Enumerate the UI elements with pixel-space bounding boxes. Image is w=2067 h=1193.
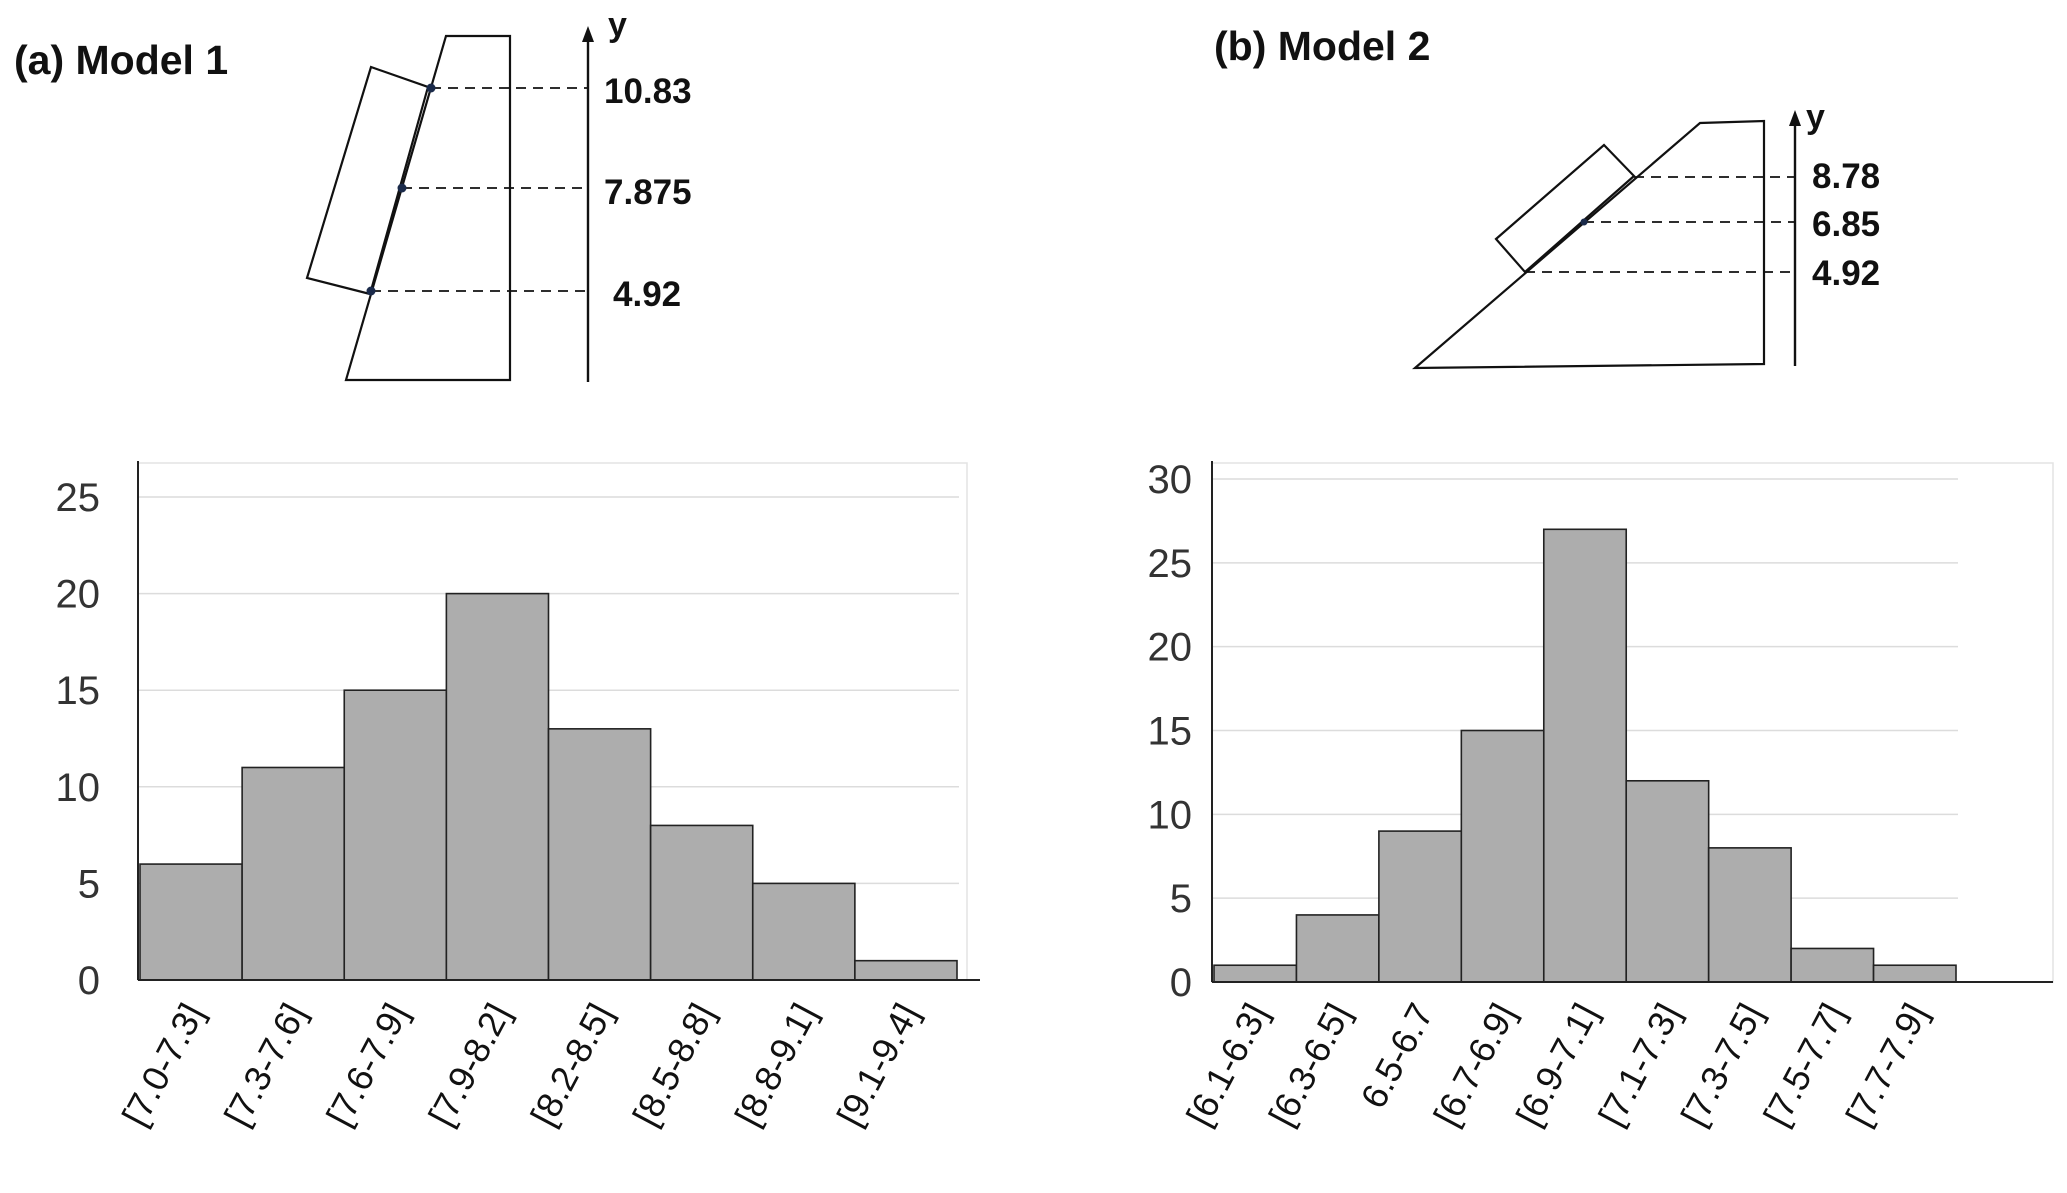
m1-bar — [241, 766, 346, 981]
m2-y-tick-label: 15 — [1148, 710, 1193, 754]
m1-category-label: [8.5-8.8] — [625, 997, 723, 1133]
m2-y-tick-label: 20 — [1148, 626, 1193, 670]
m2-y-tick-label: 10 — [1148, 793, 1193, 837]
panel-a-diagram: (a) Model 1 y 10.83 7.875 4.92 — [14, 6, 692, 382]
model1-block — [305, 65, 430, 296]
model2-point-mid — [1580, 218, 1588, 226]
m1-y-tick-label: 10 — [56, 766, 101, 810]
m2-bar — [1295, 914, 1380, 983]
m1-category-label: [8.8-9.1] — [727, 997, 825, 1133]
m2-bar — [1460, 729, 1545, 983]
m1-bar — [854, 959, 958, 981]
panel-b-diagram: (b) Model 2 y 8.78 6.85 4.92 — [1214, 23, 1880, 370]
m1-category-label: [7.0-7.3] — [114, 997, 212, 1133]
m2-y-tick-label: 0 — [1170, 961, 1192, 1005]
m1-category-label: [8.2-8.5] — [522, 997, 620, 1133]
m2-bar — [1625, 779, 1710, 983]
model1-y-axis-arrow — [582, 26, 594, 42]
histogram-model-1: 0 5 10 15 20 25 [7.0-7.3] [7.3-7.6] [7.6-7.9] [7.… — [56, 461, 980, 1133]
m2-y-tick-label: 25 — [1148, 542, 1193, 586]
model2-y-label: y — [1806, 98, 1825, 136]
m2-y-tick-label: 5 — [1170, 877, 1192, 921]
m2-bar — [1790, 947, 1875, 983]
model1-point-top — [426, 83, 436, 93]
m1-category-label: [7.6-7.9] — [318, 997, 416, 1133]
m1-bar — [649, 824, 754, 981]
m1-y-tick-label: 20 — [56, 573, 101, 617]
m1-y-tick-label: 0 — [78, 959, 100, 1003]
m2-bar — [1213, 964, 1298, 983]
m2-bar — [1542, 528, 1628, 983]
m2-y-tick-label: 30 — [1148, 458, 1193, 502]
model1-point-bottom — [366, 286, 376, 296]
m1-bar — [343, 689, 448, 981]
m1-bar — [445, 592, 550, 981]
m2-category-label: 6.5-6.7 — [1352, 997, 1441, 1115]
m1-category-label: [9.1-9.4] — [829, 997, 927, 1133]
m2-bar — [1707, 847, 1792, 983]
panel-a-title: (a) Model 1 — [14, 37, 228, 83]
m1-bar — [751, 882, 856, 981]
m1-y-tick-label: 25 — [56, 476, 101, 520]
m1-category-label: [7.9-8.2] — [420, 997, 518, 1133]
m1-y-tick-label: 5 — [78, 862, 100, 906]
model2-y-axis-arrow — [1789, 110, 1801, 126]
model2-level-bottom: 4.92 — [1812, 254, 1880, 293]
panel-b-title: (b) Model 2 — [1214, 23, 1430, 69]
histogram-model-2: 051015202530[6.1-6.3][6.3-6.5]6.5-6.7[6.… — [1148, 458, 2054, 1132]
model1-level-mid: 7.875 — [604, 173, 692, 212]
m2-bar — [1378, 830, 1463, 983]
model2-level-top: 8.78 — [1812, 157, 1880, 196]
model2-level-mid: 6.85 — [1812, 205, 1880, 244]
model1-level-bottom: 4.92 — [613, 275, 681, 314]
model1-slope-shape — [344, 34, 512, 382]
model2-slope-shape — [1411, 119, 1766, 370]
model1-point-mid — [397, 183, 407, 193]
m1-bar — [139, 863, 243, 981]
m2-bar — [1872, 964, 1957, 983]
m1-y-tick-label: 15 — [56, 669, 101, 713]
model1-y-label: y — [608, 6, 627, 44]
model1-level-top: 10.83 — [604, 72, 692, 111]
m1-category-label: [7.3-7.6] — [216, 997, 314, 1133]
m1-bar — [547, 728, 652, 981]
model2-block — [1494, 143, 1636, 274]
